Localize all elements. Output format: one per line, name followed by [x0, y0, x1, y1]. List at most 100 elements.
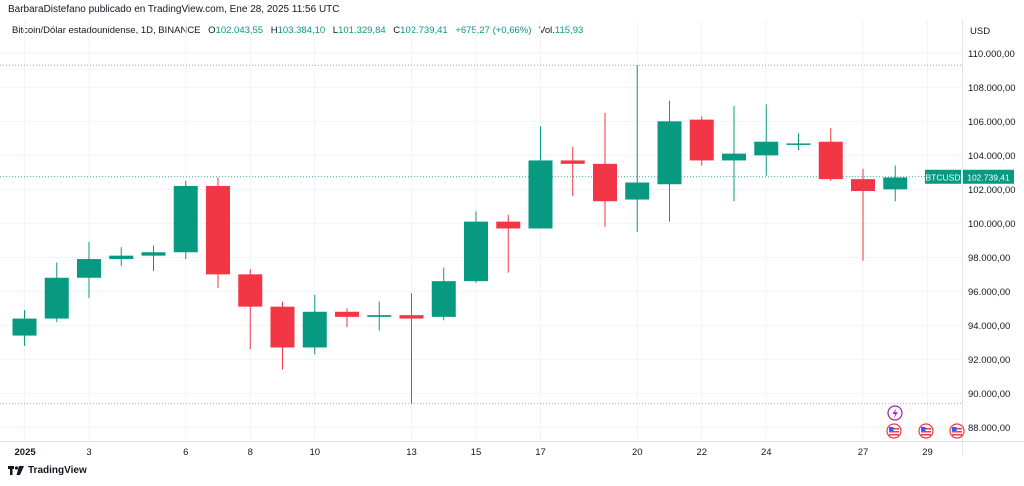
us-flag-event-icon[interactable] — [949, 423, 965, 439]
candle-body — [77, 259, 101, 278]
candle-body — [238, 274, 263, 307]
date-tick-label: 24 — [761, 447, 772, 458]
tradingview-logo-icon — [8, 466, 24, 475]
tradingview-brand[interactable]: TradingView — [8, 465, 87, 476]
candle-body — [851, 179, 875, 192]
candle[interactable] — [44, 262, 69, 322]
price-tick-label: 98.000,00 — [968, 253, 1010, 264]
date-tick-label: 29 — [922, 447, 933, 458]
candle[interactable] — [399, 293, 424, 404]
candle[interactable] — [302, 294, 327, 355]
low-value: 101.329,84 — [338, 25, 386, 36]
publish-info: BarbaraDistefano publicado en TradingVie… — [8, 4, 340, 15]
price-tick-label: 90.000,00 — [968, 389, 1010, 400]
price-tick-label: 104.000,00 — [968, 151, 1016, 162]
candle-body — [528, 160, 553, 229]
candle[interactable] — [528, 126, 553, 229]
date-tick-label: 3 — [86, 447, 91, 458]
candle[interactable] — [173, 180, 198, 260]
candle[interactable] — [722, 106, 746, 202]
candle-body — [818, 141, 843, 180]
candle[interactable] — [593, 112, 617, 227]
symbol-tag-label: BTCUSD — [926, 172, 961, 182]
candle-body — [12, 318, 37, 336]
price-axis: 88.000,00 90.000,00 92.000,00 94.000,00 96.0… — [925, 20, 1016, 456]
price-tick-label: 106.000,00 — [968, 117, 1016, 128]
price-tick-label: 92.000,00 — [968, 355, 1010, 366]
date-tick-label: 27 — [858, 447, 869, 458]
brand-name: TradingView — [28, 465, 87, 476]
symbol-title[interactable]: Bitcoin/Dólar estadounidense, 1D, BINANC… — [12, 25, 201, 36]
candle[interactable] — [883, 165, 908, 202]
high-label: H — [270, 25, 278, 36]
date-tick-label: 15 — [471, 447, 482, 458]
date-tick-label: 2025 — [15, 447, 37, 458]
candle[interactable] — [12, 310, 37, 346]
candle-body — [722, 153, 746, 161]
candle[interactable] — [431, 267, 456, 321]
high-value: 103.384,10 — [277, 25, 326, 36]
event-markers — [886, 405, 965, 439]
open-label: O — [208, 25, 216, 36]
candle[interactable] — [270, 301, 295, 370]
low-label: L — [332, 25, 339, 36]
candle[interactable] — [238, 269, 263, 350]
date-tick-label: 6 — [183, 447, 188, 458]
candle-body — [496, 221, 521, 229]
last-price-label-bg — [963, 169, 1014, 184]
candle-body — [883, 177, 908, 190]
close-value: 102.739,41 — [400, 25, 448, 36]
date-tick-label: 17 — [535, 447, 546, 458]
price-tick-label: 100.000,00 — [968, 219, 1016, 230]
candle-body — [109, 255, 134, 260]
candle-body — [560, 160, 585, 164]
us-flag-event-icon[interactable] — [886, 423, 902, 439]
candle-body — [786, 143, 811, 145]
date-tick-label: 22 — [696, 447, 707, 458]
candle-body — [657, 121, 682, 185]
symbol-tag-bg — [925, 169, 961, 184]
candle[interactable] — [689, 116, 714, 166]
us-flag-event-icon[interactable] — [918, 423, 934, 439]
change-value: +675,27 (+0,66%) — [455, 25, 532, 36]
candle[interactable] — [754, 104, 779, 176]
candle-body — [593, 163, 617, 202]
lightning-event-icon[interactable] — [887, 405, 903, 421]
open-value: 102.043,55 — [215, 25, 264, 36]
candle-body — [44, 277, 69, 319]
candle[interactable] — [560, 146, 585, 197]
candle[interactable] — [625, 65, 650, 232]
candle-body — [625, 182, 650, 200]
candle[interactable] — [335, 308, 359, 328]
close-label: C — [393, 25, 401, 36]
candle[interactable] — [818, 128, 843, 181]
candle[interactable] — [851, 168, 875, 261]
candle[interactable] — [496, 214, 521, 273]
price-tick-label: 110.000,00 — [968, 49, 1015, 60]
candle-body — [302, 311, 327, 348]
candle[interactable] — [657, 100, 682, 222]
candle[interactable] — [77, 242, 101, 299]
candle[interactable] — [786, 133, 811, 151]
price-tick-label: 108.000,00 — [968, 83, 1016, 94]
candle-body — [464, 221, 488, 282]
candle[interactable] — [141, 245, 166, 271]
symbol-legend: Bitcoin/Dólar estadounidense, 1D, BINANC… — [12, 25, 583, 36]
currency-label[interactable]: USD — [970, 26, 991, 37]
candle-body — [335, 311, 359, 317]
candle[interactable] — [367, 301, 392, 331]
candle-body — [367, 315, 392, 317]
candle-body — [141, 252, 166, 256]
price-tick-label: 96.000,00 — [968, 287, 1010, 298]
candle-body — [399, 315, 424, 319]
candle-body — [431, 281, 456, 317]
candle[interactable] — [206, 177, 230, 288]
candle[interactable] — [464, 211, 488, 283]
time-axis: 2025 3 6 8 10 13 15 17 20 22 24 27 29 — [0, 441, 1024, 458]
price-tick-label: 102.000,00 — [968, 185, 1016, 196]
date-tick-label: 8 — [248, 447, 253, 458]
candle[interactable] — [109, 247, 134, 266]
candle-body — [270, 306, 295, 348]
date-tick-label: 20 — [632, 447, 643, 458]
